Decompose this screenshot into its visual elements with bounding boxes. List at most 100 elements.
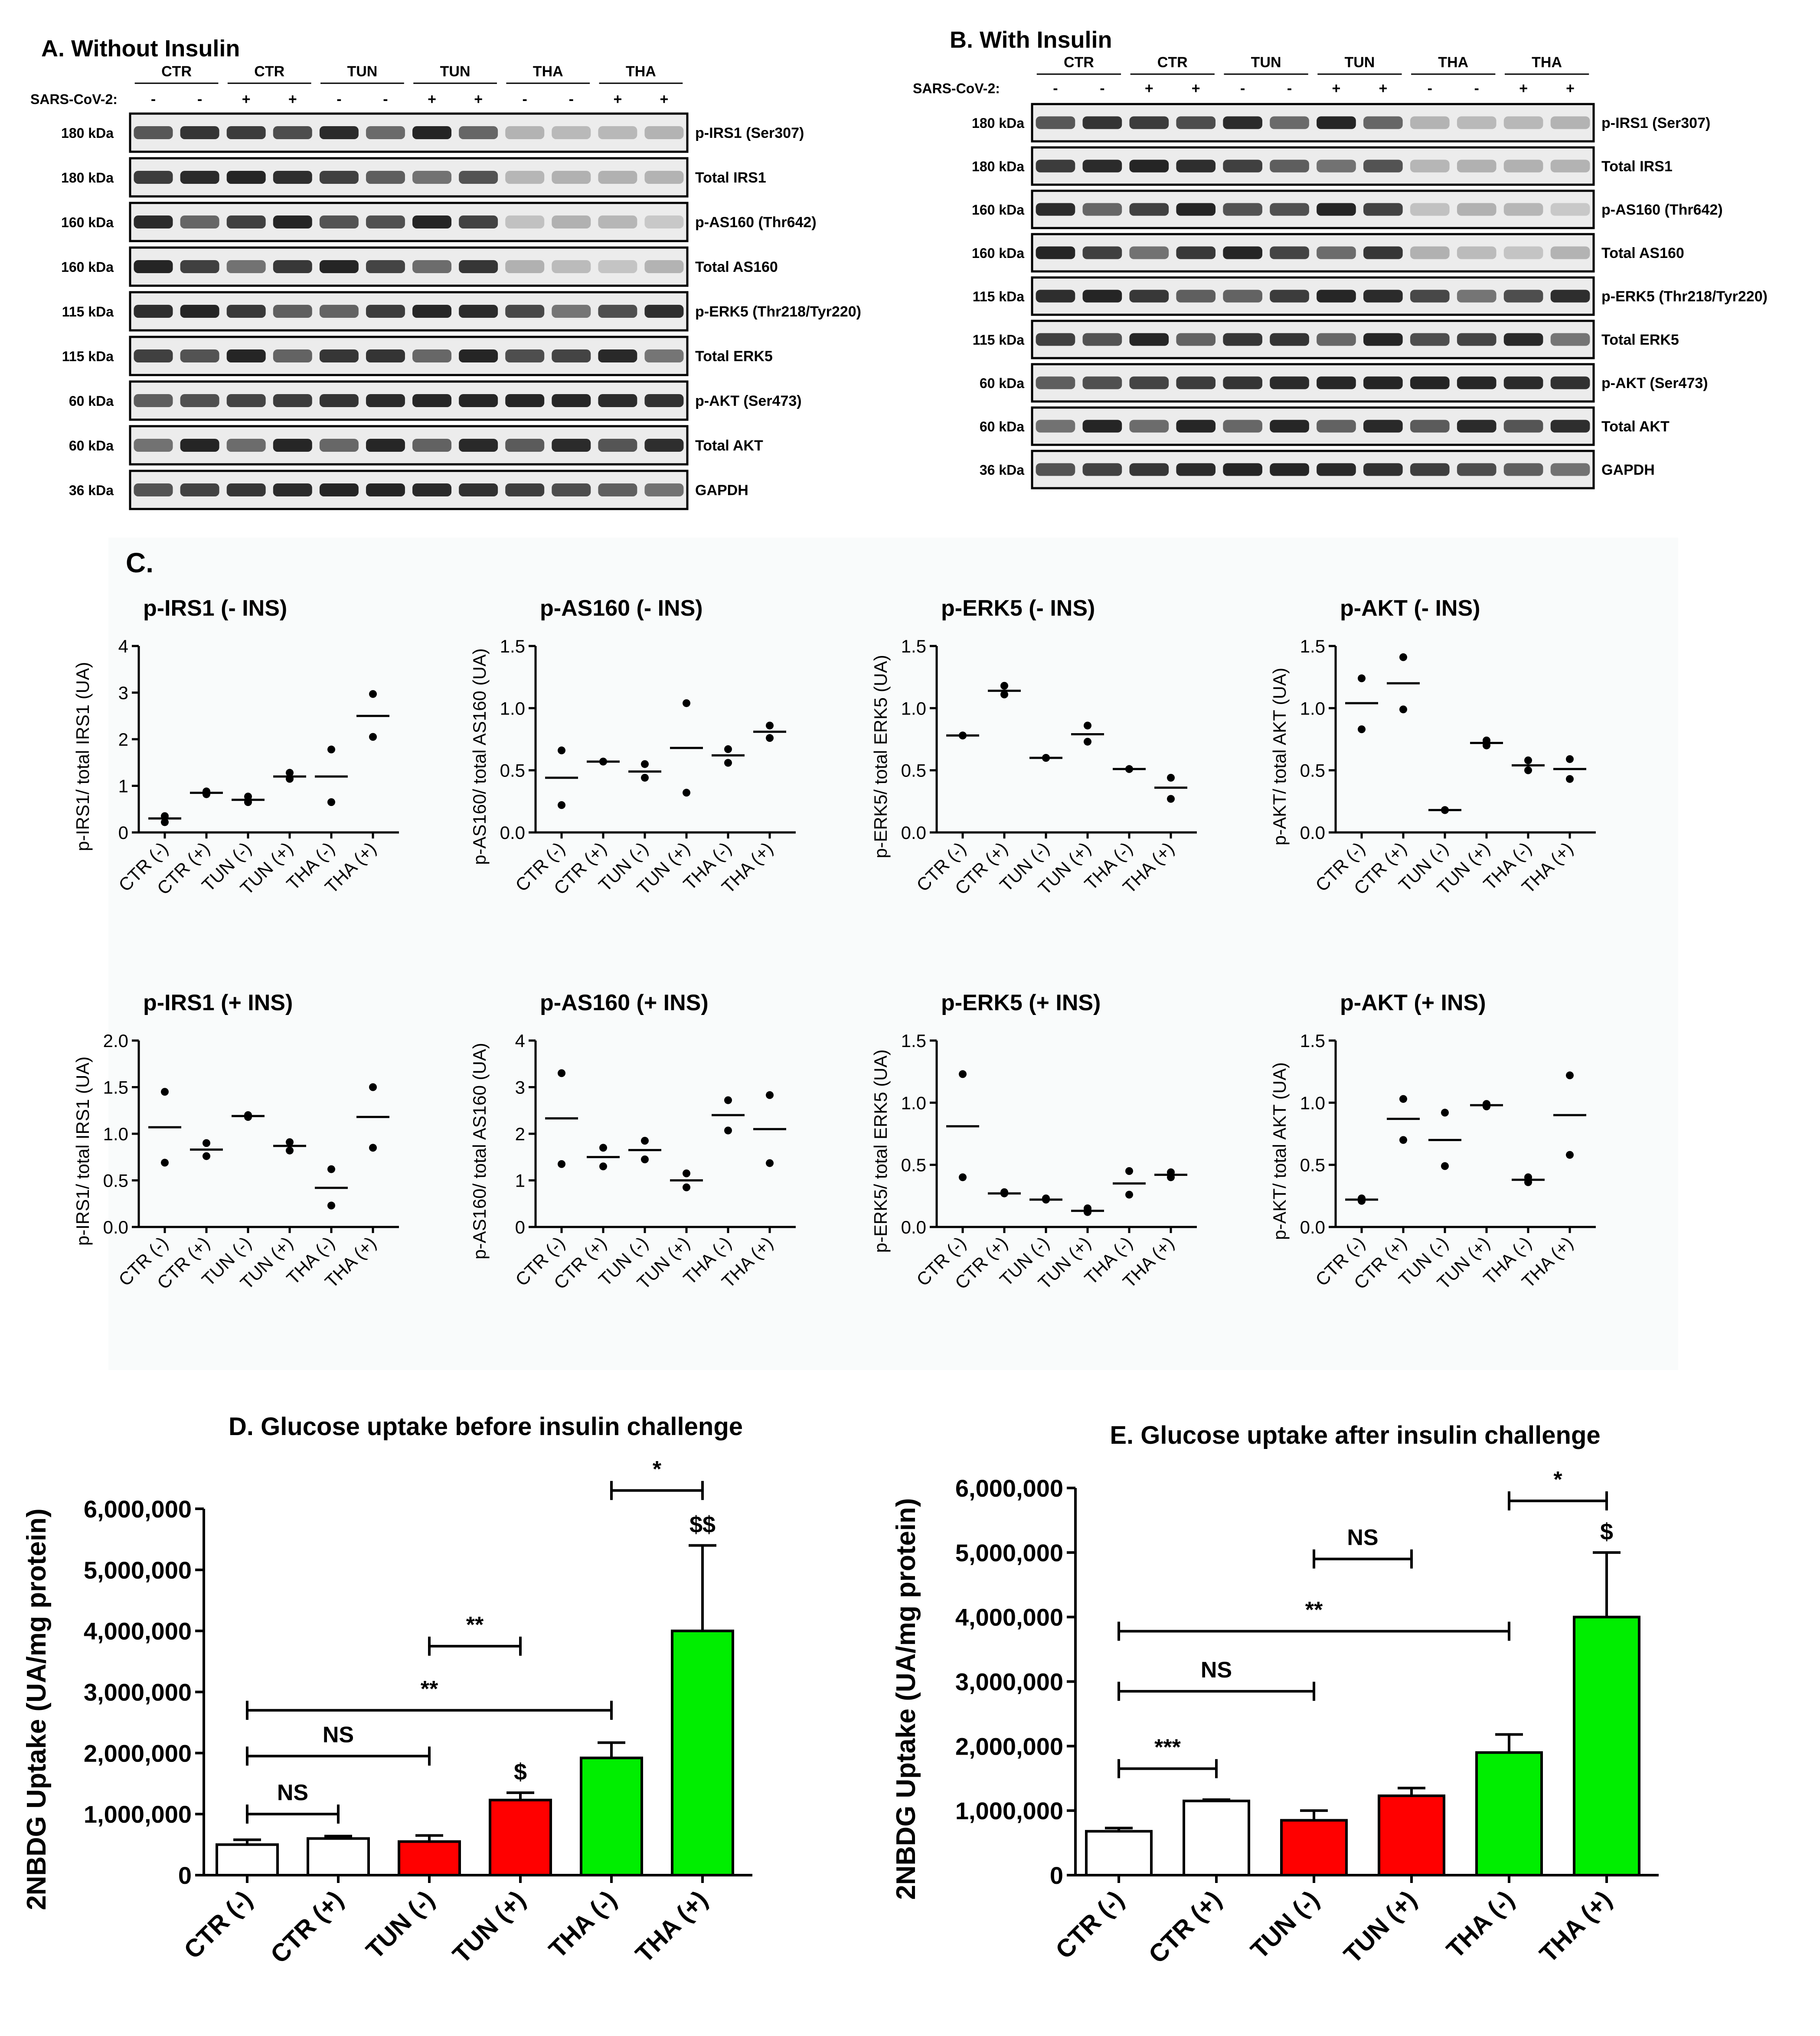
blot-group-label: THA — [1532, 54, 1562, 71]
bracket-label: NS — [1347, 1525, 1378, 1550]
blot-band — [644, 305, 684, 318]
y-axis-label: p-IRS1/ total IRS1 (UA) — [72, 662, 93, 851]
protein-label: Total AKT — [1601, 418, 1670, 435]
data-point — [599, 1162, 607, 1171]
blot-band — [644, 171, 684, 184]
blot-band — [1129, 160, 1169, 173]
blot-band — [1363, 376, 1403, 389]
dot-plot-title: p-AKT (+ INS) — [1340, 990, 1486, 1015]
blot-sign: + — [474, 91, 483, 108]
y-tick-label: 2,000,000 — [84, 1739, 192, 1767]
data-point — [1358, 674, 1366, 682]
blot-strip — [129, 157, 689, 198]
y-tick-label: 0.0 — [500, 822, 525, 843]
data-point — [327, 1201, 335, 1210]
protein-label: p-AS160 (Thr642) — [695, 214, 817, 231]
blot-band — [598, 215, 637, 228]
y-axis-label: p-IRS1/ total IRS1 (UA) — [72, 1057, 93, 1246]
blot-band — [134, 260, 173, 273]
data-point — [558, 1069, 565, 1077]
blot-band — [1129, 203, 1169, 216]
blot-band — [366, 215, 405, 228]
blot-band — [180, 349, 219, 362]
blot-band — [412, 126, 452, 139]
blot-band — [598, 171, 637, 184]
kda-label: 115 kDa — [973, 332, 1024, 348]
y-tick-label: 2 — [118, 729, 128, 750]
blot-band — [134, 171, 173, 184]
blot-strip — [1031, 320, 1595, 359]
blot-band — [1550, 420, 1590, 433]
y-axis-label: p-ERK5/ total ERK5 (UA) — [870, 1049, 891, 1253]
data-point — [161, 1158, 169, 1167]
y-tick-label: 1.0 — [901, 1093, 926, 1113]
blot-band — [1270, 376, 1309, 389]
data-point — [1167, 773, 1175, 782]
blot-band — [1410, 203, 1450, 216]
blot-band — [1036, 246, 1075, 259]
blot-band — [552, 305, 591, 318]
blot-band — [366, 439, 405, 452]
blot-band — [1410, 420, 1450, 433]
blot-strip — [129, 202, 689, 242]
blot-band — [505, 483, 545, 496]
blot-band — [1082, 333, 1122, 346]
blot-band — [505, 215, 545, 228]
blot-band — [1363, 290, 1403, 303]
data-point — [766, 721, 774, 730]
dot-plot-title: p-AS160 (- INS) — [540, 596, 703, 621]
kda-label: 160 kDa — [972, 245, 1024, 261]
blot-band — [1317, 463, 1356, 476]
data-point — [641, 760, 649, 768]
blot-band — [1176, 376, 1216, 389]
y-tick-label: 0.0 — [901, 1217, 926, 1237]
bracket-label: ** — [1305, 1597, 1323, 1622]
data-point — [286, 1138, 294, 1146]
kda-label: 160 kDa — [972, 202, 1024, 218]
blot-band — [226, 349, 266, 362]
protein-label: p-AKT (Ser473) — [695, 393, 802, 409]
kda-label: 36 kDa — [69, 483, 114, 498]
data-point — [1441, 1162, 1449, 1170]
blot-strip — [1031, 276, 1595, 316]
blot-band — [319, 215, 359, 228]
blot-group-label: TUN — [347, 63, 377, 80]
blot-band — [134, 305, 173, 318]
significance-mark: $ — [514, 1759, 527, 1785]
data-point — [1167, 795, 1175, 803]
data-point — [766, 1159, 774, 1167]
blot-band — [1550, 160, 1590, 173]
blot-band — [366, 349, 405, 362]
blot-band — [226, 171, 266, 184]
data-point — [599, 1144, 607, 1152]
blot-band — [1363, 333, 1403, 346]
blot-band — [1223, 116, 1262, 129]
blot-band — [366, 305, 405, 318]
blot-band — [1176, 160, 1216, 173]
blot-strip — [1031, 363, 1595, 403]
blot-band — [1223, 463, 1262, 476]
bar — [1183, 1799, 1250, 1877]
y-tick-label: 4,000,000 — [955, 1604, 1063, 1631]
bar-chart-title: D. Glucose uptake before insulin challen… — [229, 1413, 743, 1441]
bar — [1085, 1830, 1153, 1877]
blot-band — [1363, 203, 1403, 216]
y-tick-label: 5,000,000 — [955, 1539, 1063, 1566]
y-tick-label: 3,000,000 — [84, 1679, 192, 1706]
dot-plot-title: p-ERK5 (+ INS) — [941, 990, 1101, 1015]
blot-band — [644, 483, 684, 496]
blot-band — [273, 305, 312, 318]
blot-sign: - — [337, 91, 341, 108]
blot-sign: - — [151, 91, 156, 108]
blot-band — [1410, 116, 1450, 129]
blot-band — [1036, 420, 1075, 433]
kda-label: 60 kDa — [980, 419, 1024, 434]
blot-band — [226, 439, 266, 452]
blot-group-label: TUN — [1251, 54, 1281, 71]
blot-sign: + — [660, 91, 669, 108]
data-point — [1125, 1191, 1133, 1199]
blot-band — [1457, 333, 1497, 346]
blot-band — [459, 483, 498, 496]
blot-band — [1176, 333, 1216, 346]
